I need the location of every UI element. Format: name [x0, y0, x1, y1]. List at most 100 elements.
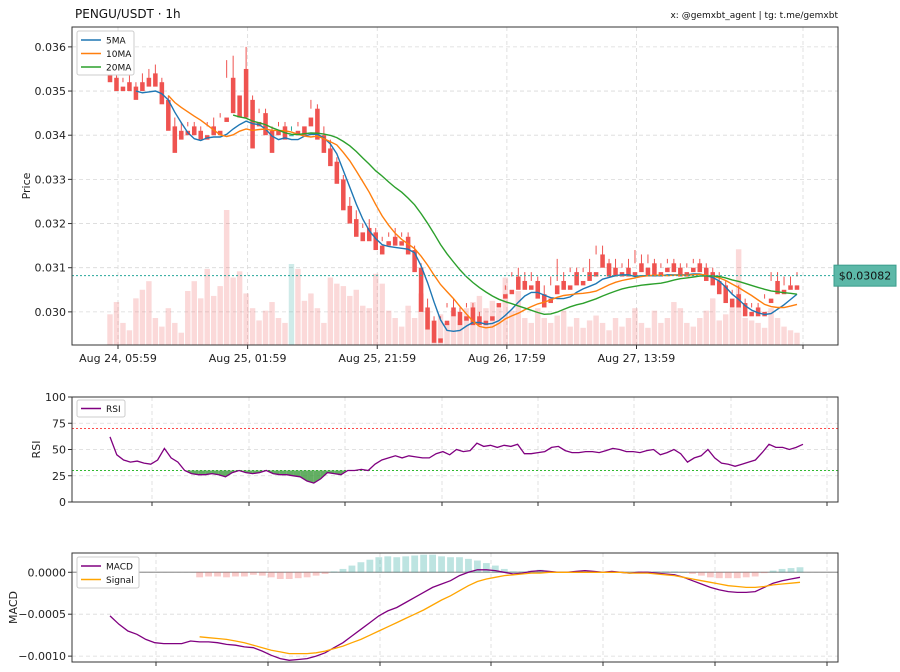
price-xtick-label: Aug 24, 05:59	[79, 352, 157, 365]
candle-body	[366, 227, 372, 242]
volume-bar	[217, 286, 223, 345]
volume-bar	[651, 310, 658, 345]
rsi-oversold-fill	[307, 470, 314, 484]
volume-bar	[535, 308, 541, 345]
macd-histogram-bar	[491, 565, 499, 573]
macd-histogram-bar	[438, 556, 445, 573]
macd-legend: MACD Signal	[76, 556, 140, 589]
volume-bar	[379, 283, 385, 345]
candle-body	[593, 272, 599, 277]
macd-histogram-bar	[393, 557, 401, 573]
macd-histogram-bar	[742, 572, 750, 578]
macd-histogram-bar	[312, 572, 320, 576]
candle-body	[172, 126, 178, 153]
volume-bar	[159, 326, 165, 345]
candle-body	[341, 179, 346, 211]
candle-body	[217, 130, 223, 136]
candle-body	[211, 126, 216, 136]
macd-histogram-bar	[662, 571, 669, 573]
macd-histogram-bar	[796, 567, 804, 573]
candle-body	[665, 267, 670, 273]
volume-bar	[172, 322, 178, 345]
volume-bar	[671, 302, 677, 345]
volume-bar	[152, 318, 159, 345]
candle-body	[645, 267, 651, 277]
volume-bar	[373, 273, 379, 345]
macd-histogram-bar	[760, 572, 768, 574]
macd-histogram-bar	[357, 562, 365, 573]
candle-body	[541, 294, 547, 308]
last-price-tag-bg	[833, 264, 897, 287]
macd-histogram-bar	[456, 557, 463, 573]
volume-bar	[625, 318, 632, 345]
candle-body	[678, 267, 683, 277]
price-legend: 5MA 10MA 20MA	[76, 30, 135, 76]
macd-histogram-bar	[321, 572, 329, 574]
candle-body	[496, 303, 502, 308]
price-ytick-label: 0.035	[35, 85, 67, 98]
macd-histogram-bar	[196, 572, 204, 578]
candle-body	[703, 267, 709, 281]
macd-ylabel: MACD	[7, 591, 20, 624]
candle-body	[477, 316, 482, 326]
legend-label-macd: MACD	[106, 563, 133, 573]
candle-body	[723, 285, 728, 304]
price-xtick-label: Aug 26, 17:59	[468, 352, 546, 365]
candle-body	[580, 280, 586, 286]
volume-bar	[716, 320, 722, 345]
price-xtick-label: Aug 27, 13:59	[598, 352, 676, 365]
volume-bar	[198, 298, 204, 345]
volume-bar	[340, 286, 347, 345]
macd-histogram-bar	[420, 554, 428, 573]
candle-body	[503, 294, 508, 299]
volume-bar	[392, 318, 398, 345]
volume-bar	[761, 327, 768, 345]
macd-panel: −0.0010 −0.0005 0.0000 MACD MACD Signal	[7, 552, 839, 666]
volume-bar	[243, 293, 249, 345]
volume-bar	[774, 318, 781, 345]
macd-histogram-bar	[653, 571, 661, 573]
macd-histogram-bar	[465, 558, 472, 573]
candle-body	[755, 307, 761, 317]
candle-body	[354, 219, 359, 237]
candle-body	[198, 130, 204, 140]
candle-body	[794, 285, 800, 290]
chart-title: PENGU/USDT · 1h	[75, 7, 181, 21]
candle-body	[140, 82, 145, 92]
macd-ytick-label: −0.0005	[18, 608, 66, 621]
volume-bar	[781, 326, 787, 345]
macd-histogram-bar	[581, 570, 589, 573]
candle-body	[425, 307, 430, 330]
macd-histogram-bar	[205, 572, 212, 577]
volume-bar	[385, 310, 392, 345]
last-price-tag: $0.03082	[833, 264, 897, 287]
candle-body	[295, 130, 301, 136]
candle-body	[561, 280, 566, 290]
volume-bar	[353, 289, 360, 345]
macd-histogram-bar	[339, 568, 347, 573]
volume-bar	[547, 322, 554, 345]
macd-histogram-bar	[294, 572, 302, 579]
macd-histogram-bar	[680, 572, 687, 573]
macd-histogram-bar	[402, 556, 410, 573]
candle-body	[554, 285, 560, 295]
candle-body	[736, 294, 741, 308]
candle-body	[237, 95, 242, 118]
macd-histogram-bar	[375, 557, 383, 573]
candle-body	[438, 338, 443, 343]
rsi-ytick-label: 50	[52, 444, 66, 457]
candle-body	[457, 311, 463, 326]
signal-line	[199, 571, 801, 655]
volume-bar	[710, 298, 716, 345]
volume-bar	[606, 330, 612, 345]
rsi-ytick-label: 75	[52, 417, 66, 430]
volume-bar	[768, 308, 774, 345]
candle-body	[483, 320, 489, 326]
candle-body	[632, 272, 638, 277]
candle-body	[470, 307, 476, 326]
candle-body	[405, 236, 411, 255]
macd-histogram-bar	[689, 572, 696, 574]
volume-bar	[457, 320, 463, 345]
candle-body	[464, 316, 469, 321]
